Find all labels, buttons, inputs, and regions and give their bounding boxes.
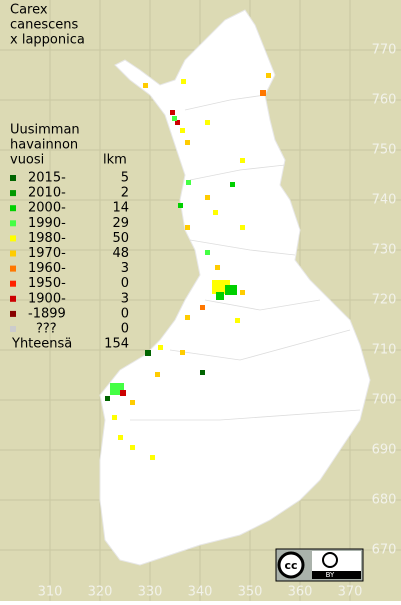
legend-swatch <box>10 265 16 272</box>
legend-total: 154 <box>104 337 129 352</box>
y-label: 760 <box>372 93 397 108</box>
legend-swatch <box>10 220 16 227</box>
legend-label: 1900- <box>28 291 66 306</box>
license-text: BY <box>326 571 335 579</box>
legend-swatch <box>10 190 16 197</box>
legend-count: 50 <box>112 231 129 246</box>
regions <box>130 94 361 421</box>
title: Carex canescens x lapponica <box>10 3 85 48</box>
legend-count-header: lkm <box>103 153 127 168</box>
legend-swatch <box>10 326 16 332</box>
y-label: 680 <box>372 493 397 508</box>
legend-label: -1899 <box>28 306 66 321</box>
legend-count: 3 <box>121 261 129 276</box>
observations <box>105 73 271 460</box>
legend-label: 2015- <box>28 171 66 186</box>
legend-header: havainnon <box>10 138 78 153</box>
legend-count: 3 <box>121 291 129 306</box>
legend-count: 29 <box>112 216 129 231</box>
legend-header: vuosi <box>10 153 44 168</box>
legend-header: Uusimman <box>10 123 80 138</box>
legend-count: 0 <box>121 322 129 337</box>
y-label: 690 <box>372 443 397 458</box>
legend-label: 1990- <box>28 216 66 231</box>
legend-swatch <box>10 205 16 212</box>
legend-swatch <box>10 175 16 181</box>
legend-label: ??? <box>36 322 57 337</box>
legend-count: 48 <box>112 246 129 261</box>
x-label: 330 <box>138 585 163 600</box>
legend-count: 5 <box>121 171 129 186</box>
x-label: 350 <box>238 585 263 600</box>
legend-swatch <box>10 310 16 317</box>
title-line: x lapponica <box>10 33 85 48</box>
legend-label: 1980- <box>28 231 66 246</box>
y-label: 670 <box>372 543 397 558</box>
legend-count: 2 <box>121 186 129 201</box>
x-label: 370 <box>338 585 363 600</box>
x-label: 360 <box>288 585 313 600</box>
y-label: 720 <box>372 293 397 308</box>
title-line: Carex <box>10 3 48 18</box>
legend-label: 2000- <box>28 201 66 216</box>
legend-swatch <box>10 280 16 287</box>
x-label: 340 <box>188 585 213 600</box>
legend-label: 2010- <box>28 186 66 201</box>
y-label: 750 <box>372 143 397 158</box>
legend-swatch <box>10 250 16 257</box>
legend-swatch <box>10 235 16 242</box>
y-label: 770 <box>372 43 397 58</box>
legend-label: 1970- <box>28 246 66 261</box>
y-label: 730 <box>372 243 397 258</box>
license-badge: cc BY <box>275 548 364 582</box>
legend-swatch <box>10 295 16 302</box>
legend-label: 1960- <box>28 261 66 276</box>
x-label: 320 <box>88 585 113 600</box>
legend-total-label: Yhteensä <box>11 337 72 352</box>
title-line: canescens <box>10 18 79 33</box>
legend-label: 1950- <box>28 276 66 291</box>
legend-count: 0 <box>121 276 129 291</box>
y-label: 700 <box>372 393 397 408</box>
y-label: 740 <box>372 193 397 208</box>
legend-count: 0 <box>121 306 129 321</box>
y-label: 710 <box>372 343 397 358</box>
license-icon: cc <box>284 559 297 572</box>
x-label: 310 <box>38 585 63 600</box>
legend: Uusimman havainnon vuosi lkm Yhteensä 15… <box>10 123 129 352</box>
legend-count: 14 <box>112 201 129 216</box>
